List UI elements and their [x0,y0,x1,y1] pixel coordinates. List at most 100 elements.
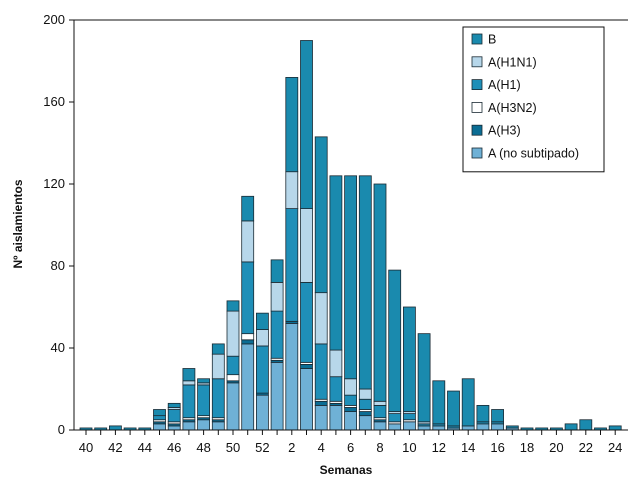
bar-segment [211,378,225,419]
bar-segment [167,409,181,423]
legend-swatch [471,124,483,136]
legend-label: A(H1N1) [488,55,537,69]
x-axis-title: Semanas [320,463,373,477]
x-tick-label: 2 [288,440,295,455]
bar-segment [285,171,299,209]
bar-segment [314,404,328,431]
y-tick-label: 120 [43,176,65,191]
bar-segment [211,421,225,431]
bar-segment [564,423,578,431]
bar-segment [476,423,490,431]
bar-segment [373,400,387,406]
bar-segment [373,183,387,402]
y-axis-title: Nº aislamientos [11,179,25,268]
legend-swatch [471,33,483,45]
legend-swatch [471,56,483,68]
bar-segment [300,208,313,283]
bar-segment [358,388,372,400]
bar-segment [314,292,328,345]
bar-segment [358,415,372,431]
y-tick-label: 160 [43,94,65,109]
bar-segment [197,378,211,384]
x-tick-label: 50 [226,440,240,455]
legend-box [462,26,605,173]
bar-segment [197,384,211,417]
legend-swatch [471,102,483,113]
bar-segment [109,425,122,431]
x-tick-label: 40 [79,440,93,455]
bar-segment [461,378,475,427]
bar-segment [270,281,284,312]
x-tick-label: 18 [520,440,534,455]
legend-label: B [488,33,496,47]
bar-segment [491,409,505,423]
x-tick-label: 14 [461,440,475,455]
bar-segment [153,409,166,417]
x-tick-label: 52 [255,440,269,455]
bar-segment [241,195,255,222]
bar-segment [270,310,284,359]
x-tick-label: 24 [608,440,622,455]
bar-segment [461,425,475,431]
legend-label: A (no subtipado) [488,147,579,161]
x-tick-label: 46 [167,440,181,455]
bar-segment [417,425,431,431]
bar-segment [447,390,460,427]
bar-segment [314,136,328,294]
bar-segment [226,300,240,312]
x-tick-label: 12 [432,440,446,455]
x-tick-label: 16 [490,440,504,455]
x-tick-label: 20 [549,440,563,455]
bar-segment [329,376,343,402]
bar-segment [167,425,181,431]
y-tick-label: 0 [58,422,65,437]
bar-segment [270,259,284,283]
bar-segment [329,349,343,378]
bar-segment [344,378,358,396]
bar-segment [226,374,240,382]
bar-segment [255,394,269,431]
bar-segment [344,407,358,412]
bar-segment [373,404,387,419]
y-tick-label: 40 [51,340,65,355]
x-tick-label: 10 [402,440,416,455]
plot-frame [73,19,628,431]
bar-segment [314,343,328,400]
bar-segment [167,402,181,408]
bar-segment [417,333,431,423]
bar-segment [373,421,387,431]
legend: B A(H1N1) A(H1) A(H3N2) A(H3) A (no subtipado… [462,26,605,173]
x-tick-label: 48 [196,440,210,455]
bar-segment [579,419,593,431]
bar-segment [300,368,313,431]
bar-segment [358,175,372,390]
x-tick-label: 44 [138,440,152,455]
bar-segment [432,425,446,431]
x-tick-label: 22 [579,440,593,455]
bar-segment [241,333,255,341]
bar-segment [241,261,255,335]
bar-segment [358,411,372,417]
bar-segment [182,421,196,431]
x-tick-label: 42 [108,440,122,455]
bar-segment [476,404,490,423]
bar-segment [255,329,269,347]
bar-segment [358,398,372,410]
bar-segment [344,175,358,380]
bar-segment [491,423,505,431]
legend-label: A(H1) [488,78,521,92]
bar-segment [153,423,166,431]
bar-segment [285,77,299,173]
bar-segment [241,339,255,345]
bar-segment [255,345,269,394]
bar-segment [241,343,255,431]
bar-segment [388,413,402,423]
y-tick-label: 200 [43,12,65,27]
bar-segment [270,361,284,431]
bar-segment [505,425,519,429]
legend-swatch [471,147,483,159]
bar-segment [226,382,240,431]
bar-segment [211,343,225,355]
bar-segment [226,355,240,376]
